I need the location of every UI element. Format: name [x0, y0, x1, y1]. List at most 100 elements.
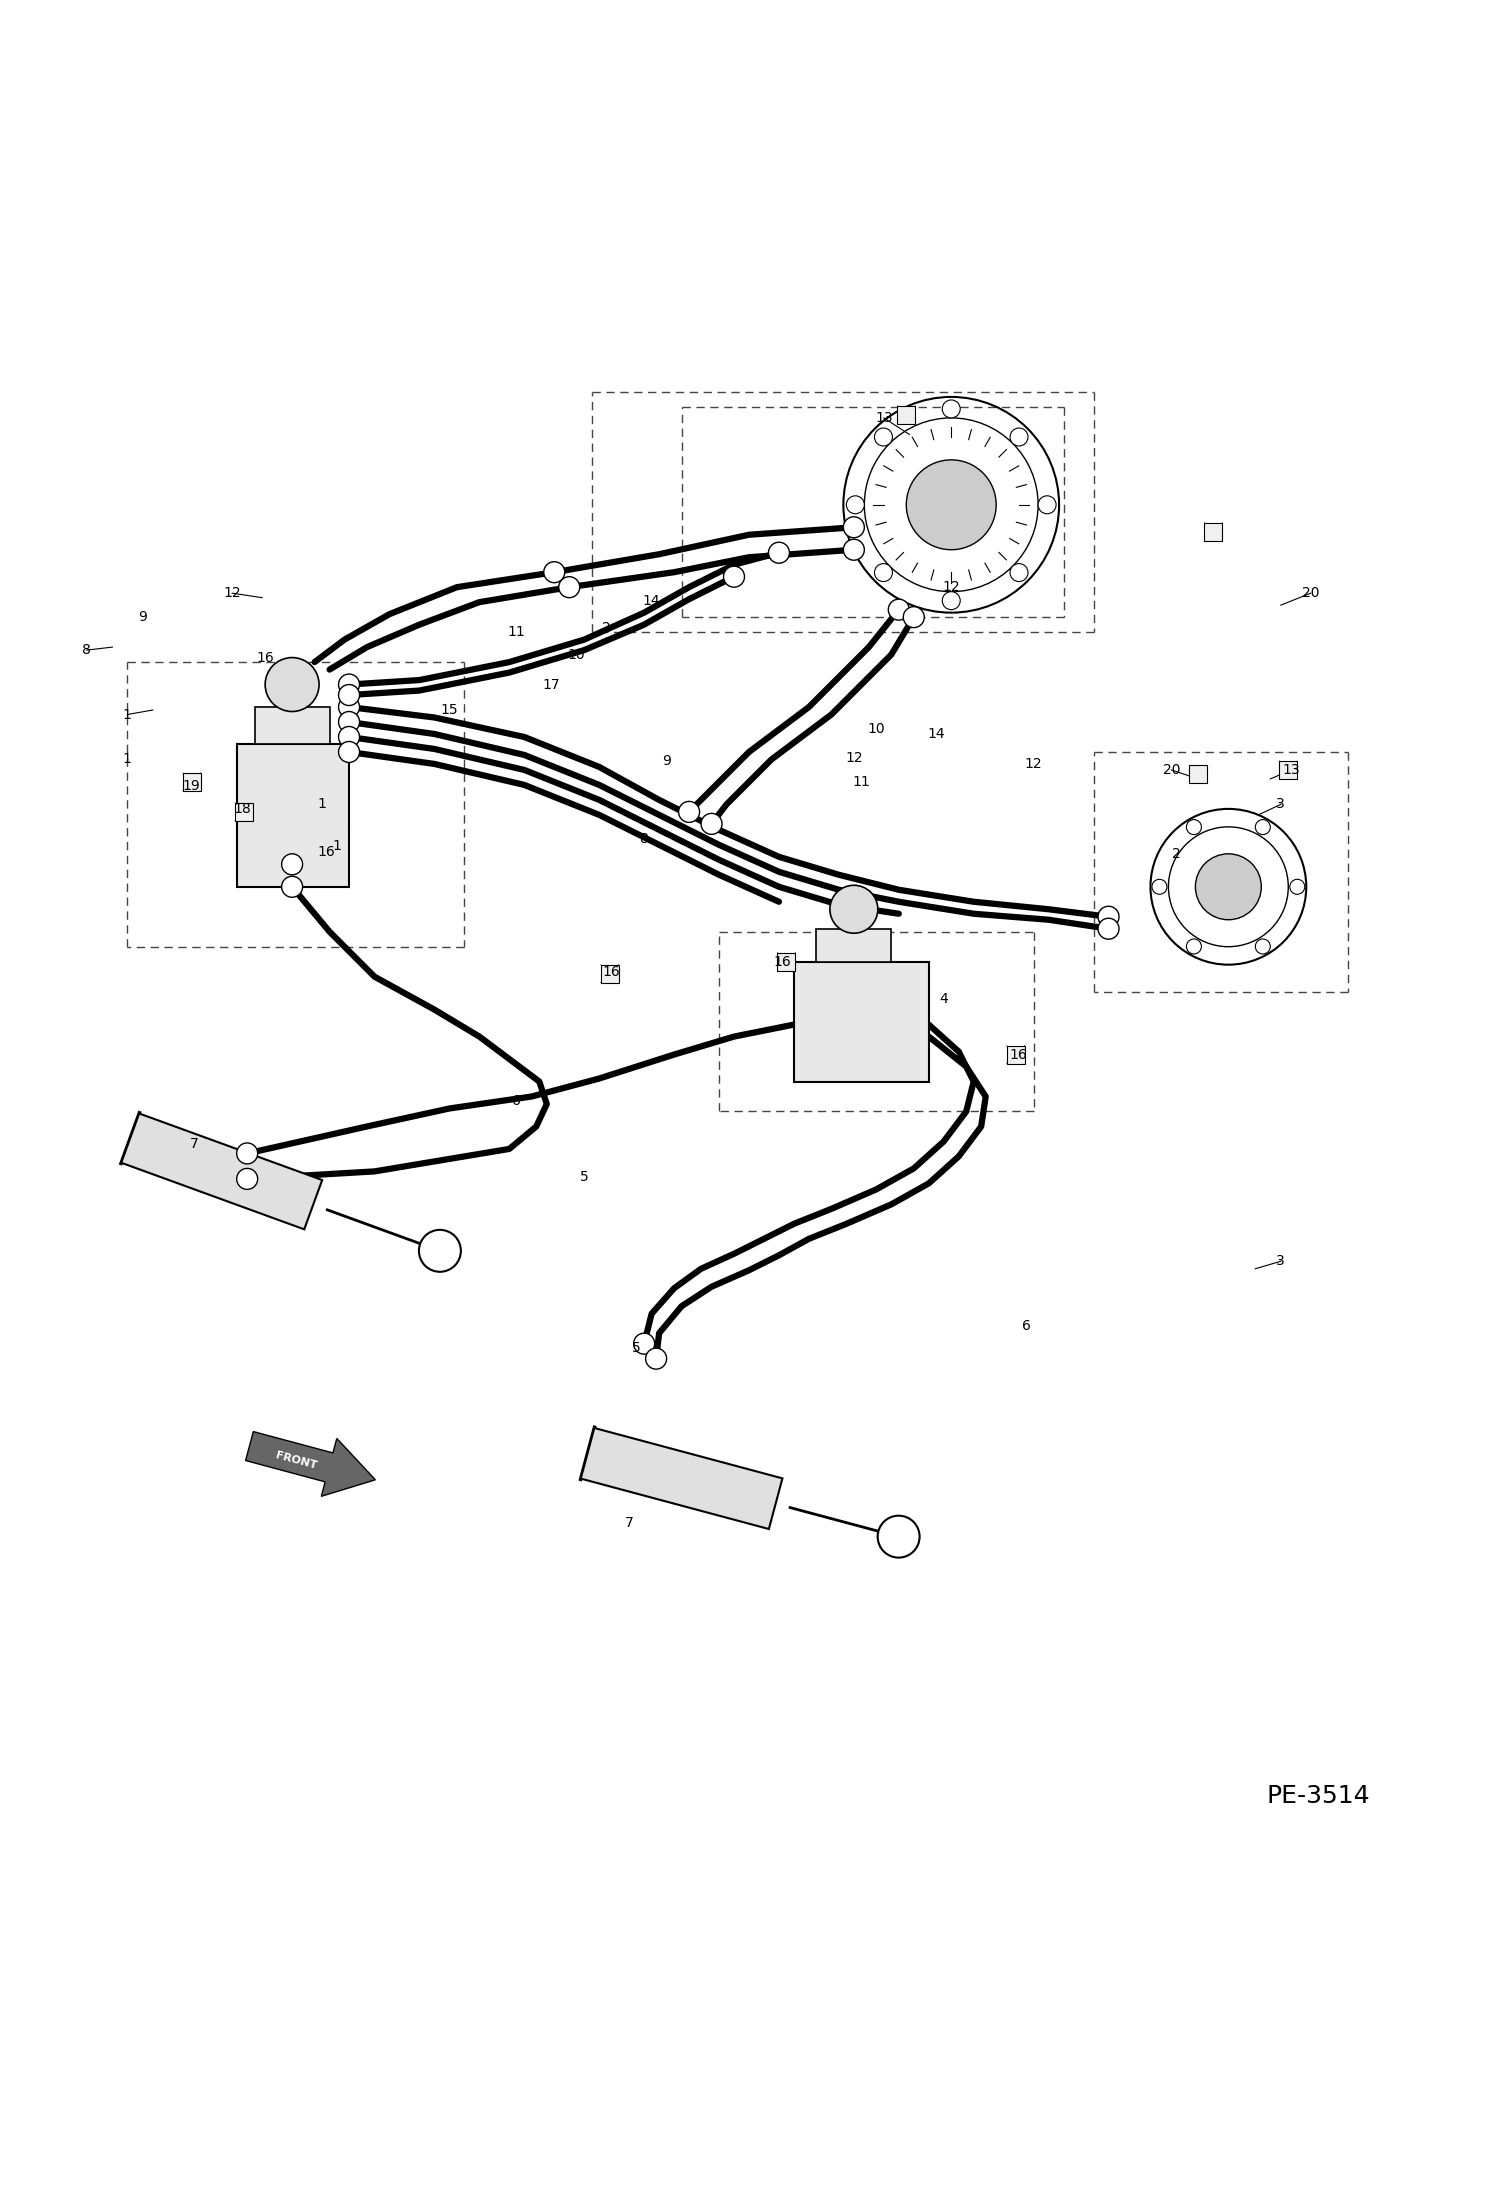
Text: 16: 16: [602, 965, 620, 978]
Circle shape: [1010, 428, 1028, 445]
Circle shape: [830, 886, 878, 934]
Text: 10: 10: [867, 721, 885, 737]
Circle shape: [903, 607, 924, 627]
Text: 14: 14: [927, 728, 945, 741]
Text: 7: 7: [625, 1515, 634, 1531]
Circle shape: [282, 853, 303, 875]
Circle shape: [888, 599, 909, 621]
Text: 20: 20: [1302, 586, 1320, 601]
Text: PE-3514: PE-3514: [1266, 1785, 1371, 1807]
Circle shape: [646, 1349, 667, 1368]
Text: 9: 9: [138, 610, 147, 625]
Circle shape: [339, 741, 360, 763]
Circle shape: [265, 658, 319, 711]
Text: 7: 7: [190, 1138, 199, 1151]
Text: 3: 3: [1276, 798, 1285, 811]
Text: 19: 19: [183, 779, 201, 794]
FancyBboxPatch shape: [1189, 765, 1207, 783]
Circle shape: [559, 577, 580, 599]
Text: 2: 2: [602, 621, 611, 634]
Polygon shape: [581, 1428, 782, 1529]
FancyBboxPatch shape: [1204, 522, 1222, 542]
FancyBboxPatch shape: [794, 963, 929, 1081]
Circle shape: [875, 564, 893, 581]
Circle shape: [1098, 906, 1119, 928]
Text: 18: 18: [234, 803, 252, 816]
Circle shape: [1098, 919, 1119, 939]
Text: 13: 13: [1282, 763, 1300, 776]
Text: 11: 11: [852, 774, 870, 789]
Circle shape: [1255, 820, 1270, 836]
Text: 10: 10: [568, 647, 586, 662]
Circle shape: [1290, 879, 1305, 895]
Text: 5: 5: [632, 1342, 641, 1355]
Text: 1: 1: [123, 752, 132, 765]
Text: 12: 12: [845, 750, 863, 765]
Text: 14: 14: [643, 594, 661, 607]
Text: 12: 12: [942, 581, 960, 594]
Text: 1: 1: [333, 840, 342, 853]
Circle shape: [1010, 564, 1028, 581]
Circle shape: [544, 561, 565, 583]
FancyBboxPatch shape: [183, 772, 201, 792]
Text: 6: 6: [512, 1094, 521, 1107]
Text: 8: 8: [640, 831, 649, 846]
Text: 1: 1: [123, 708, 132, 721]
Circle shape: [846, 496, 864, 513]
Polygon shape: [121, 1114, 322, 1230]
Text: 12: 12: [223, 586, 241, 601]
Circle shape: [1195, 853, 1261, 919]
FancyBboxPatch shape: [777, 952, 795, 971]
Circle shape: [339, 673, 360, 695]
Circle shape: [339, 684, 360, 706]
Circle shape: [843, 518, 864, 537]
Circle shape: [701, 814, 722, 833]
Circle shape: [942, 399, 960, 419]
Circle shape: [679, 800, 700, 822]
Text: 9: 9: [662, 754, 671, 768]
Circle shape: [1038, 496, 1056, 513]
Circle shape: [1255, 939, 1270, 954]
Circle shape: [942, 592, 960, 610]
Text: 6: 6: [1022, 1318, 1031, 1333]
Text: 20: 20: [1162, 763, 1180, 776]
Text: 15: 15: [440, 704, 458, 717]
Text: 4: 4: [939, 991, 948, 1007]
Text: 2: 2: [1171, 846, 1180, 862]
FancyBboxPatch shape: [601, 965, 619, 982]
Text: 16: 16: [773, 954, 791, 969]
Circle shape: [724, 566, 745, 588]
Circle shape: [339, 711, 360, 732]
FancyBboxPatch shape: [897, 406, 915, 423]
Text: 16: 16: [318, 844, 336, 860]
Text: 16: 16: [1010, 1048, 1028, 1061]
Polygon shape: [246, 1432, 376, 1496]
FancyBboxPatch shape: [237, 743, 349, 886]
Circle shape: [282, 877, 303, 897]
Circle shape: [768, 542, 789, 564]
Circle shape: [237, 1143, 258, 1164]
Text: 17: 17: [542, 678, 560, 691]
Circle shape: [843, 539, 864, 559]
Text: 11: 11: [508, 625, 526, 638]
Circle shape: [906, 461, 996, 550]
FancyBboxPatch shape: [816, 928, 891, 963]
Circle shape: [634, 1333, 655, 1353]
FancyBboxPatch shape: [1007, 1046, 1025, 1064]
Text: 8: 8: [82, 643, 91, 658]
Text: 3: 3: [1276, 1254, 1285, 1268]
Circle shape: [237, 1169, 258, 1189]
Circle shape: [339, 726, 360, 748]
Text: FRONT: FRONT: [274, 1450, 319, 1472]
Circle shape: [339, 697, 360, 717]
Circle shape: [1186, 820, 1201, 836]
FancyBboxPatch shape: [255, 706, 330, 743]
Circle shape: [875, 428, 893, 445]
Circle shape: [1152, 879, 1167, 895]
Text: 5: 5: [580, 1171, 589, 1184]
FancyBboxPatch shape: [1279, 761, 1297, 779]
Text: 1: 1: [318, 798, 327, 811]
Text: 12: 12: [1025, 757, 1043, 772]
FancyBboxPatch shape: [235, 803, 253, 820]
Circle shape: [1186, 939, 1201, 954]
